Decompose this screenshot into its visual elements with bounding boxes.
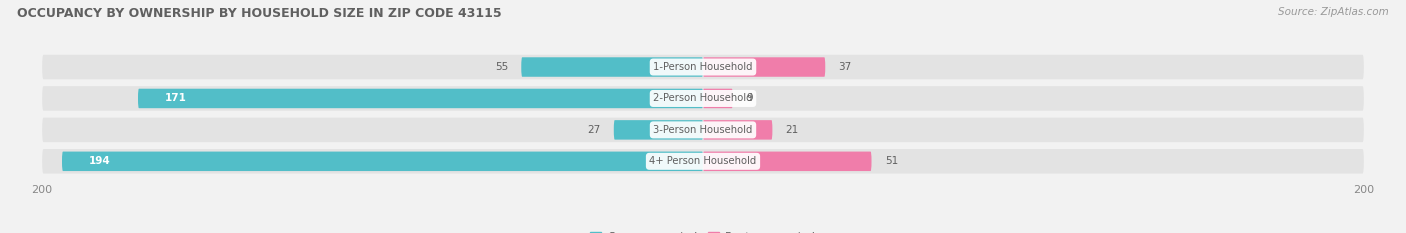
Text: OCCUPANCY BY OWNERSHIP BY HOUSEHOLD SIZE IN ZIP CODE 43115: OCCUPANCY BY OWNERSHIP BY HOUSEHOLD SIZE… (17, 7, 502, 20)
Text: 1-Person Household: 1-Person Household (654, 62, 752, 72)
Text: 55: 55 (495, 62, 508, 72)
Text: 27: 27 (588, 125, 600, 135)
Text: 4+ Person Household: 4+ Person Household (650, 156, 756, 166)
Text: Source: ZipAtlas.com: Source: ZipAtlas.com (1278, 7, 1389, 17)
FancyBboxPatch shape (522, 57, 703, 77)
FancyBboxPatch shape (42, 118, 1364, 142)
FancyBboxPatch shape (703, 152, 872, 171)
Text: 37: 37 (838, 62, 852, 72)
Text: 194: 194 (89, 156, 110, 166)
FancyBboxPatch shape (614, 120, 703, 140)
Text: 9: 9 (747, 93, 752, 103)
FancyBboxPatch shape (42, 55, 1364, 79)
Text: 3-Person Household: 3-Person Household (654, 125, 752, 135)
Text: 171: 171 (165, 93, 187, 103)
FancyBboxPatch shape (703, 89, 733, 108)
FancyBboxPatch shape (42, 149, 1364, 174)
Text: 51: 51 (884, 156, 898, 166)
FancyBboxPatch shape (703, 120, 772, 140)
FancyBboxPatch shape (42, 86, 1364, 111)
Legend: Owner-occupied, Renter-occupied: Owner-occupied, Renter-occupied (586, 227, 820, 233)
FancyBboxPatch shape (62, 152, 703, 171)
Text: 2-Person Household: 2-Person Household (654, 93, 752, 103)
Text: 21: 21 (786, 125, 799, 135)
FancyBboxPatch shape (138, 89, 703, 108)
FancyBboxPatch shape (703, 57, 825, 77)
